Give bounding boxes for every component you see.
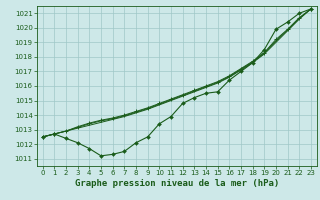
X-axis label: Graphe pression niveau de la mer (hPa): Graphe pression niveau de la mer (hPa)	[75, 179, 279, 188]
